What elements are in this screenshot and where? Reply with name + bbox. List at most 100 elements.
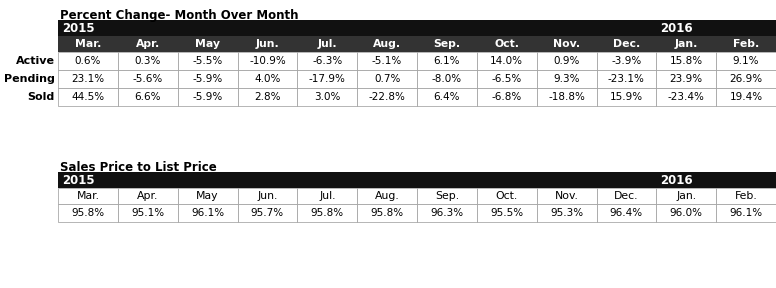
- Text: Feb.: Feb.: [733, 39, 759, 49]
- Text: -5.9%: -5.9%: [192, 92, 223, 102]
- Text: 95.5%: 95.5%: [490, 208, 523, 218]
- Bar: [537, 204, 597, 222]
- Text: Nov.: Nov.: [555, 191, 579, 201]
- Bar: [476, 204, 537, 222]
- Bar: [118, 70, 178, 88]
- Bar: [118, 204, 178, 222]
- Bar: [178, 70, 237, 88]
- Text: 6.6%: 6.6%: [134, 92, 161, 102]
- Text: Jul.: Jul.: [317, 39, 337, 49]
- Bar: [597, 188, 656, 204]
- Text: -22.8%: -22.8%: [369, 92, 406, 102]
- Bar: [58, 70, 118, 88]
- Bar: [297, 70, 357, 88]
- Bar: [357, 204, 417, 222]
- Bar: [357, 36, 417, 52]
- Bar: [178, 88, 237, 106]
- Bar: [58, 88, 118, 106]
- Bar: [58, 204, 118, 222]
- Text: -23.1%: -23.1%: [608, 74, 645, 84]
- Text: -5.6%: -5.6%: [133, 74, 163, 84]
- Text: -5.9%: -5.9%: [192, 74, 223, 84]
- Text: 44.5%: 44.5%: [71, 92, 105, 102]
- Text: 19.4%: 19.4%: [729, 92, 763, 102]
- Text: Dec.: Dec.: [613, 39, 640, 49]
- Text: 96.4%: 96.4%: [610, 208, 643, 218]
- Text: 95.8%: 95.8%: [71, 208, 105, 218]
- Text: -6.5%: -6.5%: [492, 74, 522, 84]
- Text: 0.6%: 0.6%: [74, 56, 101, 66]
- Bar: [656, 188, 716, 204]
- Bar: [656, 36, 716, 52]
- Bar: [597, 70, 656, 88]
- Text: Sep.: Sep.: [433, 39, 460, 49]
- Bar: [297, 188, 357, 204]
- Text: Pending: Pending: [4, 74, 55, 84]
- Bar: [237, 88, 297, 106]
- Text: Mar.: Mar.: [76, 191, 99, 201]
- Bar: [58, 172, 776, 188]
- Bar: [297, 88, 357, 106]
- Text: 15.9%: 15.9%: [610, 92, 643, 102]
- Text: 9.1%: 9.1%: [733, 56, 760, 66]
- Text: Mar.: Mar.: [74, 39, 101, 49]
- Bar: [357, 52, 417, 70]
- Bar: [58, 20, 776, 36]
- Text: Nov.: Nov.: [553, 39, 580, 49]
- Bar: [297, 204, 357, 222]
- Text: Active: Active: [16, 56, 55, 66]
- Text: -8.0%: -8.0%: [432, 74, 462, 84]
- Text: 0.3%: 0.3%: [134, 56, 161, 66]
- Bar: [58, 36, 118, 52]
- Bar: [118, 52, 178, 70]
- Text: -6.8%: -6.8%: [492, 92, 522, 102]
- Bar: [417, 36, 476, 52]
- Text: 96.3%: 96.3%: [431, 208, 463, 218]
- Text: 96.1%: 96.1%: [729, 208, 763, 218]
- Text: Oct.: Oct.: [494, 39, 519, 49]
- Text: 2015: 2015: [62, 173, 95, 187]
- Bar: [716, 36, 776, 52]
- Text: Dec.: Dec.: [614, 191, 639, 201]
- Bar: [597, 88, 656, 106]
- Bar: [656, 204, 716, 222]
- Text: 6.1%: 6.1%: [434, 56, 460, 66]
- Text: 95.7%: 95.7%: [251, 208, 284, 218]
- Bar: [537, 36, 597, 52]
- Bar: [178, 36, 237, 52]
- Bar: [297, 52, 357, 70]
- Bar: [417, 70, 476, 88]
- Bar: [537, 188, 597, 204]
- Bar: [58, 188, 118, 204]
- Text: -3.9%: -3.9%: [611, 56, 642, 66]
- Text: 95.3%: 95.3%: [550, 208, 583, 218]
- Bar: [237, 204, 297, 222]
- Bar: [178, 52, 237, 70]
- Text: 3.0%: 3.0%: [314, 92, 341, 102]
- Bar: [417, 52, 476, 70]
- Text: Sales Price to List Price: Sales Price to List Price: [60, 161, 217, 174]
- Text: 0.7%: 0.7%: [374, 74, 400, 84]
- Bar: [178, 188, 237, 204]
- Bar: [597, 52, 656, 70]
- Text: Aug.: Aug.: [375, 191, 400, 201]
- Bar: [476, 70, 537, 88]
- Bar: [118, 88, 178, 106]
- Bar: [417, 88, 476, 106]
- Text: 26.9%: 26.9%: [729, 74, 763, 84]
- Bar: [656, 88, 716, 106]
- Text: Jan.: Jan.: [674, 39, 698, 49]
- Text: Apr.: Apr.: [136, 39, 160, 49]
- Bar: [417, 204, 476, 222]
- Bar: [597, 204, 656, 222]
- Text: Jun.: Jun.: [255, 39, 279, 49]
- Text: 2016: 2016: [660, 22, 693, 35]
- Bar: [537, 88, 597, 106]
- Text: 96.1%: 96.1%: [191, 208, 224, 218]
- Bar: [656, 52, 716, 70]
- Text: 23.9%: 23.9%: [670, 74, 703, 84]
- Text: 4.0%: 4.0%: [255, 74, 281, 84]
- Bar: [537, 70, 597, 88]
- Text: -10.9%: -10.9%: [249, 56, 286, 66]
- Bar: [716, 52, 776, 70]
